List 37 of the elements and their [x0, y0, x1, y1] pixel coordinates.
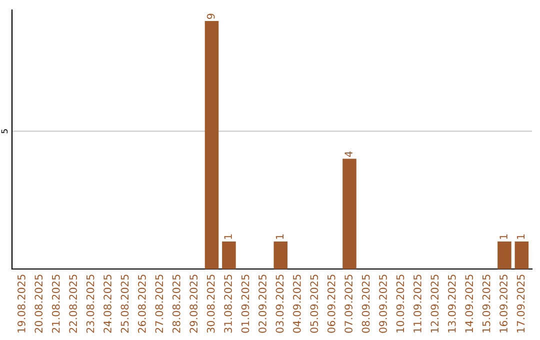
- data-label: 4: [344, 151, 352, 157]
- x-tick-label: 29.08.2025: [190, 274, 198, 333]
- x-tick-label: 27.08.2025: [155, 274, 164, 333]
- x-tick-label: 31.08.2025: [224, 274, 232, 333]
- x-tick-label: 09.09.2025: [379, 274, 387, 333]
- x-tick-label: 23.08.2025: [86, 274, 94, 333]
- x-tick-label: 19.08.2025: [17, 274, 26, 332]
- x-tick-label: 05.09.2025: [310, 274, 318, 333]
- x-tick-label: 01.09.2025: [241, 274, 250, 333]
- x-tick-label: 20.08.2025: [34, 274, 43, 333]
- x-tick-label: 14.09.2025: [465, 274, 474, 332]
- data-label: 1: [224, 234, 232, 239]
- x-tick-label: 25.08.2025: [120, 274, 129, 333]
- x-tick-label: 24.08.2025: [104, 274, 112, 333]
- x-tick-label: 07.09.2025: [344, 274, 353, 333]
- x-tick-label: 04.09.2025: [292, 274, 301, 333]
- x-tick-label: 13.09.2025: [448, 274, 456, 332]
- x-tick-label: 02.09.2025: [258, 274, 266, 333]
- x-tick-label: 28.08.2025: [172, 274, 180, 333]
- x-tick-label: 06.09.2025: [327, 274, 336, 333]
- x-tick-label: 15.09.2025: [482, 274, 490, 332]
- x-tick-label: 11.09.2025: [414, 274, 422, 332]
- x-tick-label: 22.08.2025: [69, 274, 78, 333]
- x-tick-label: 21.08.2025: [52, 274, 60, 333]
- y-tick-label: 5: [1, 129, 8, 134]
- x-tick-label: 03.09.2025: [276, 274, 284, 333]
- data-label: 1: [276, 234, 284, 239]
- x-tick-label: 08.09.2025: [362, 274, 370, 333]
- data-label: 1: [500, 234, 508, 239]
- x-tick-label: 17.09.2025: [516, 274, 525, 332]
- x-tick-label: 26.08.2025: [138, 274, 146, 333]
- x-tick-label: 30.08.2025: [206, 274, 215, 333]
- data-label: 1: [516, 234, 525, 239]
- x-tick-label: 12.09.2025: [430, 274, 439, 332]
- x-tick-label: 16.09.2025: [500, 274, 508, 332]
- data-label: 9: [206, 14, 215, 19]
- x-tick-label: 10.09.2025: [396, 274, 404, 332]
